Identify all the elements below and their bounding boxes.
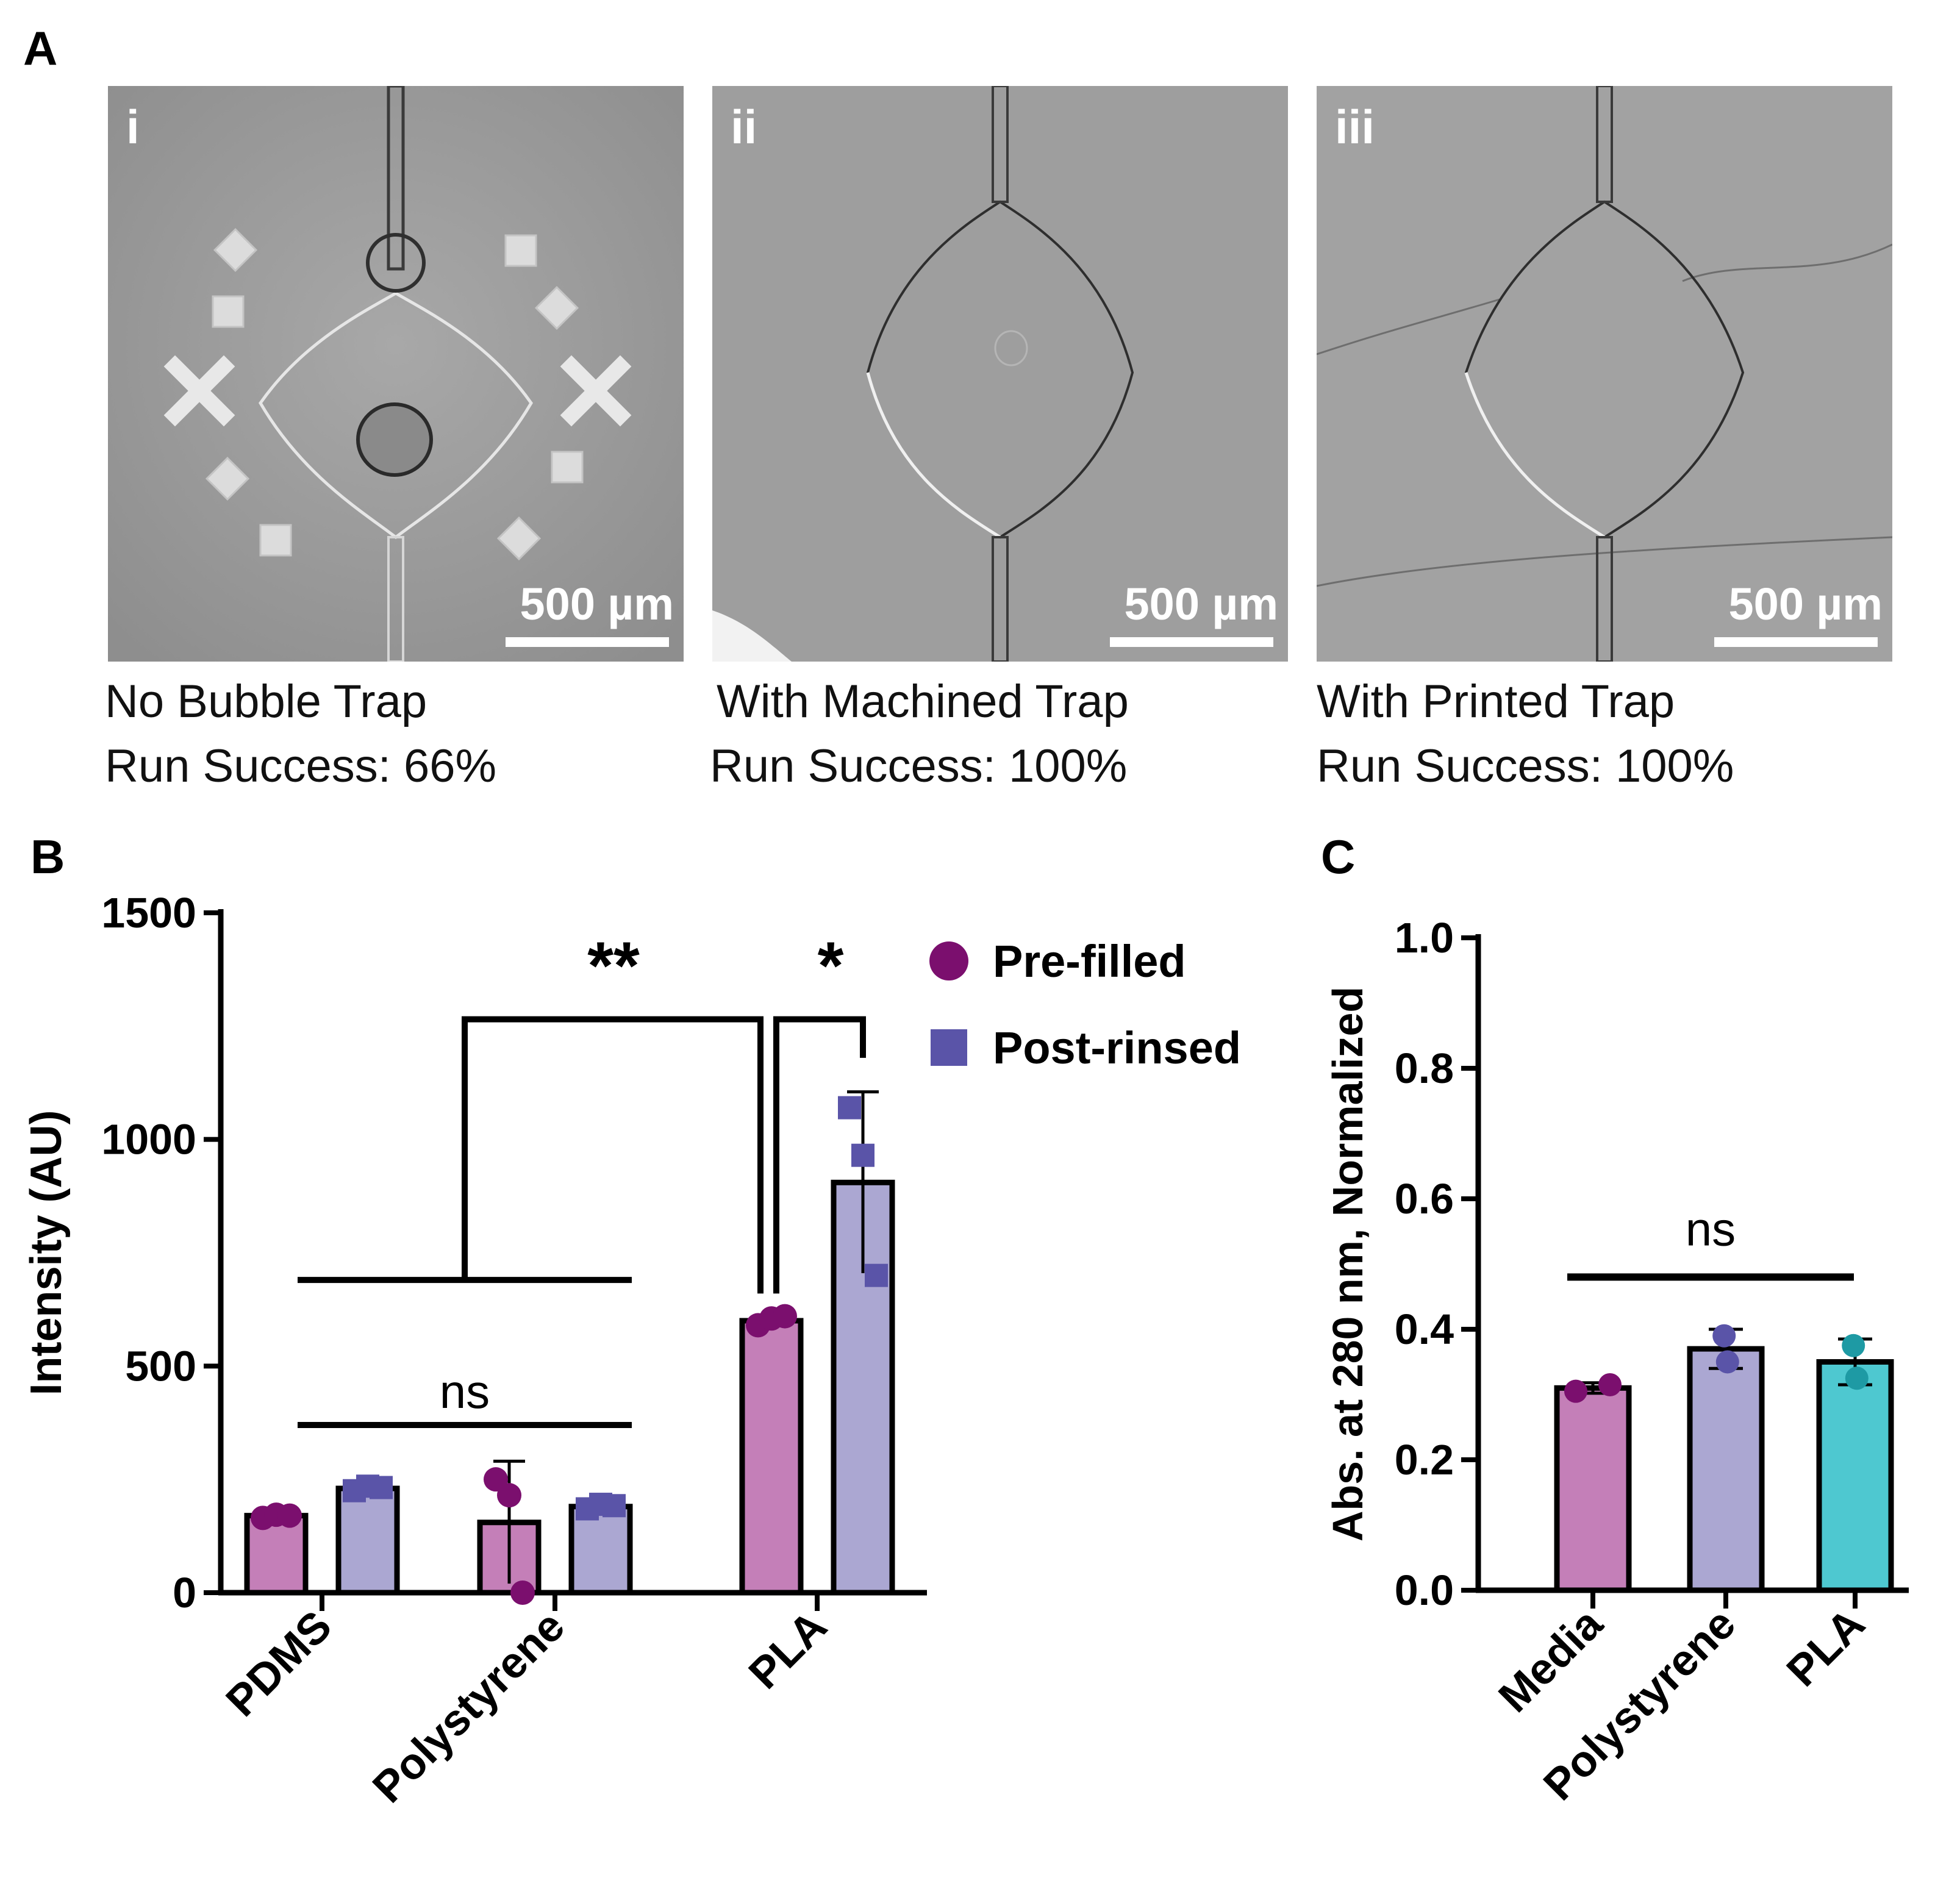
b-point-post-rinsed [356,1474,379,1498]
c-point-media [1598,1373,1622,1396]
c-y-tick-label: 1.0 [1395,914,1454,962]
b-star-label: * [818,929,844,1004]
c-point-media [1564,1379,1587,1403]
b-bar-pre-filled-pla [739,1318,804,1596]
caption-ii-line1: With Machined Trap [717,676,1129,727]
b-double-star-label: ** [587,929,640,1004]
c-point-pla [1845,1366,1869,1390]
b-bar-post-rinsed-pdms [335,1485,400,1596]
micrograph-numeral: ii [731,100,757,154]
c-y-axis-title: Abs. at 280 nm, Normalized [1324,987,1372,1541]
c-ns-label: ns [1686,1202,1736,1255]
b-bar-post-rinsed-polystyrene [568,1504,633,1596]
b-x-tick-label: PLA [740,1602,836,1698]
scale-bar-label: 500 µm [1728,579,1883,629]
b-bar-post-rinsed-pla [831,1179,895,1596]
micrograph-i: i 500 µm [108,86,684,662]
b-y-tick-label: 500 [125,1342,196,1390]
b-y-tick-label: 0 [173,1569,196,1616]
panel-label-b: B [30,830,65,884]
caption-i-line2: Run Success: 66% [105,740,497,792]
b-point-post-rinsed [851,1143,874,1167]
b-point-post-rinsed [865,1263,888,1287]
scale-bar-label: 500 µm [520,579,674,629]
b-point-post-rinsed [370,1476,393,1499]
c-bar-pla [1816,1359,1894,1593]
c-x-tick-label: PLA [1778,1599,1874,1696]
b-y-axis-title: Intensity (AU) [22,1110,71,1396]
b-legend-label-pre-filled: Pre-filled [993,936,1186,987]
b-bar-pre-filled-polystyrene [477,1520,542,1596]
c-x-tick-label: Media [1489,1599,1612,1722]
caption-ii-line2: Run Success: 100% [710,740,1128,792]
c-bar-media [1554,1385,1632,1593]
c-bar-polystyrene [1687,1346,1765,1593]
scale-bar-label: 500 µm [1124,579,1278,629]
c-y-tick-label: 0.2 [1395,1436,1454,1484]
b-point-post-rinsed [343,1479,366,1502]
b-double-star-bracket [462,1016,764,1294]
b-x-tick-label: PDMS [217,1602,342,1726]
c-point-polystyrene [1715,1350,1739,1374]
b-point-post-rinsed [589,1493,612,1516]
b-point-post-rinsed [603,1494,626,1518]
b-y-tick-label: 1000 [101,1116,196,1163]
c-point-polystyrene [1712,1324,1736,1348]
b-star-bracket [773,1016,866,1294]
c-y-tick-label: 0.0 [1395,1566,1454,1614]
panel-label-a: A [23,21,58,75]
b-point-pre-filled [264,1502,288,1527]
scale-bar [1110,637,1273,647]
micrograph-numeral: iii [1335,100,1375,154]
b-point-pre-filled [251,1505,275,1530]
scale-bar [1714,637,1878,647]
micrograph-numeral: i [126,100,140,154]
c-y-tick-label: 0.6 [1395,1175,1454,1223]
micrograph-ii: ii 500 µm [712,86,1288,662]
chamber-drawing-ii [712,86,1288,662]
c-x-tick-label: Polystyrene [1534,1599,1745,1810]
caption-iii-line2: Run Success: 100% [1317,740,1734,792]
b-legend-marker-pre-filled [929,941,968,980]
caption-iii-line1: With Printed Trap [1317,676,1675,727]
b-ns-label: ns [440,1365,490,1418]
b-point-post-rinsed [838,1096,861,1120]
b-bar-pre-filled-pdms [244,1513,309,1596]
b-point-pre-filled [484,1467,508,1492]
b-point-pre-filled [746,1313,770,1338]
panel-label-c: C [1321,830,1356,884]
b-x-tick-label: Polystyrene [363,1602,574,1812]
b-point-pre-filled [773,1304,797,1329]
b-legend-label-post-rinsed: Post-rinsed [993,1023,1241,1073]
chamber-drawing-iii [1317,86,1892,662]
b-legend-marker-post-rinsed [931,1029,967,1066]
b-point-pre-filled [759,1306,784,1331]
micrograph-iii: iii 500 µm [1317,86,1892,662]
b-point-pre-filled [497,1483,521,1508]
b-point-post-rinsed [576,1497,599,1521]
b-point-pre-filled [277,1503,302,1528]
caption-i-line1: No Bubble Trap [105,676,427,727]
b-y-tick-label: 1500 [101,889,196,937]
c-y-tick-label: 0.8 [1395,1045,1454,1092]
c-y-tick-label: 0.4 [1395,1305,1454,1353]
chamber-drawing-i [108,86,684,662]
scale-bar [506,637,669,647]
b-point-pre-filled [510,1580,535,1605]
c-point-pla [1842,1334,1865,1357]
